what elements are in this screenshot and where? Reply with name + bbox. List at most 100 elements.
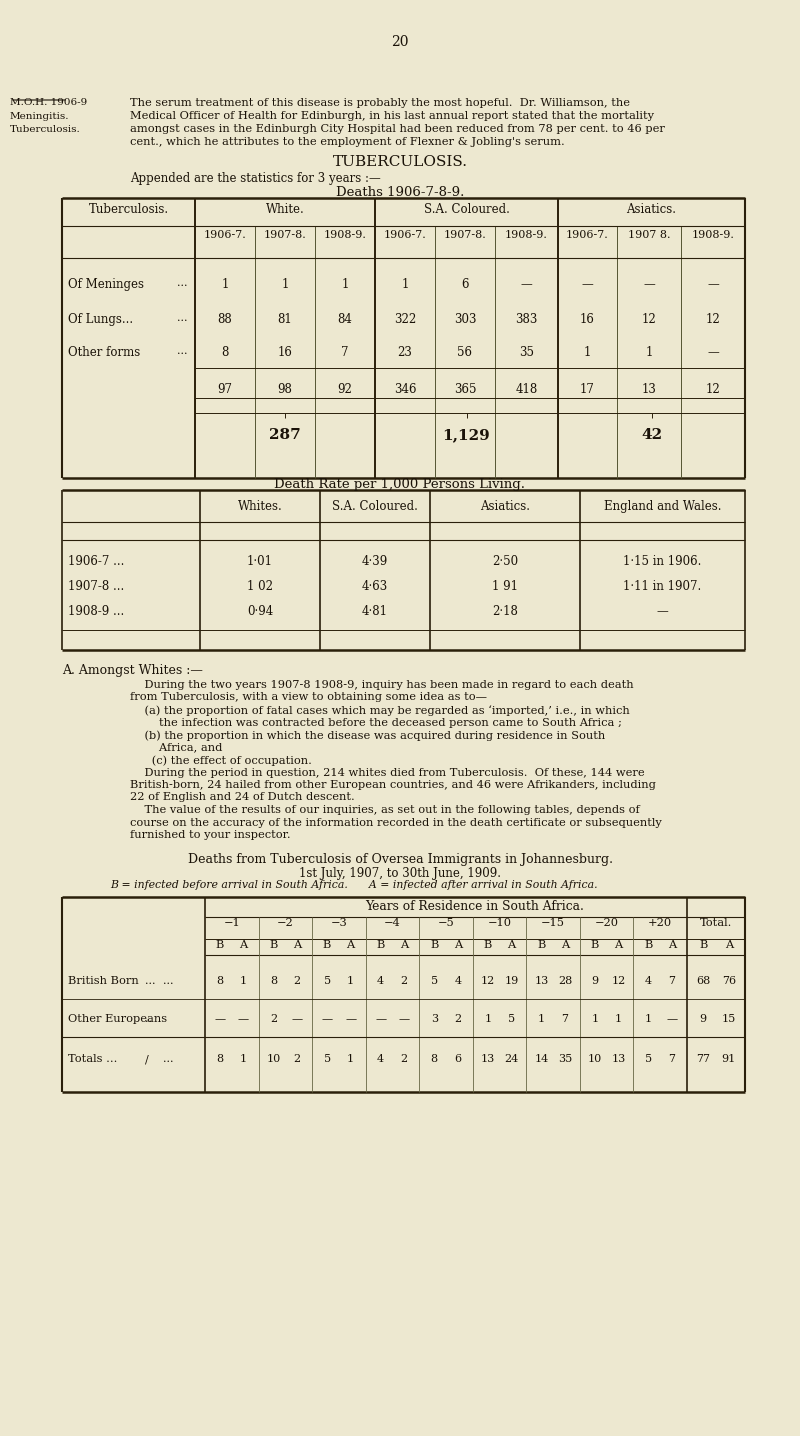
Text: 16: 16 <box>278 346 293 359</box>
Text: A: A <box>668 941 676 951</box>
Text: 92: 92 <box>338 383 353 396</box>
Text: 287: 287 <box>269 428 301 442</box>
Text: 5: 5 <box>645 1054 652 1064</box>
Text: Asiatics.: Asiatics. <box>480 500 530 513</box>
Text: course on the accuracy of the information recorded in the death certificate or s: course on the accuracy of the informatio… <box>130 817 662 827</box>
Text: 2: 2 <box>270 1014 277 1024</box>
Text: —: — <box>521 279 532 292</box>
Text: −5: −5 <box>438 919 454 929</box>
Text: 12: 12 <box>642 313 656 326</box>
Text: +20: +20 <box>648 919 672 929</box>
Text: 1906-7.: 1906-7. <box>566 230 609 240</box>
Text: −3: −3 <box>330 919 347 929</box>
Text: Africa, and: Africa, and <box>130 742 222 752</box>
Text: 2: 2 <box>294 1054 301 1064</box>
Text: ...: ... <box>145 976 155 987</box>
Text: 4: 4 <box>645 976 652 987</box>
Text: 8: 8 <box>217 1054 223 1064</box>
Text: 2: 2 <box>401 1054 408 1064</box>
Text: 1: 1 <box>615 1014 622 1024</box>
Text: A: A <box>725 941 733 951</box>
Text: 1907-8.: 1907-8. <box>264 230 306 240</box>
Text: 1: 1 <box>584 346 591 359</box>
Text: 1: 1 <box>222 279 229 292</box>
Text: —: — <box>666 1014 678 1024</box>
Text: M.O.H. 1906-9: M.O.H. 1906-9 <box>10 98 87 108</box>
Text: 10: 10 <box>266 1054 281 1064</box>
Text: 2·18: 2·18 <box>492 605 518 617</box>
Text: 4·81: 4·81 <box>362 605 388 617</box>
Text: 12: 12 <box>481 976 495 987</box>
Text: Asiatics.: Asiatics. <box>626 202 677 215</box>
Text: 7: 7 <box>669 1054 675 1064</box>
Text: 12: 12 <box>611 976 626 987</box>
Text: 28: 28 <box>558 976 572 987</box>
Text: 418: 418 <box>515 383 538 396</box>
Text: 4·63: 4·63 <box>362 580 388 593</box>
Text: 98: 98 <box>278 383 293 396</box>
Text: 5: 5 <box>323 1054 330 1064</box>
Text: 1: 1 <box>484 1014 491 1024</box>
Text: 1907-8 ...: 1907-8 ... <box>68 580 124 593</box>
Text: /: / <box>145 1054 149 1064</box>
Text: −15: −15 <box>541 919 565 929</box>
Text: During the two years 1907-8 1908-9, inquiry has been made in regard to each deat: During the two years 1907-8 1908-9, inqu… <box>130 681 634 691</box>
Text: 1: 1 <box>347 976 354 987</box>
Text: A: A <box>239 941 248 951</box>
Text: 76: 76 <box>722 976 736 987</box>
Text: −10: −10 <box>487 919 511 929</box>
Text: ...: ... <box>163 976 174 987</box>
Text: —: — <box>238 1014 249 1024</box>
Text: B: B <box>430 941 438 951</box>
Text: 4: 4 <box>377 1054 384 1064</box>
Text: 1: 1 <box>347 1054 354 1064</box>
Text: ...: ... <box>178 346 188 356</box>
Text: 5: 5 <box>508 1014 515 1024</box>
Text: (c) the effect of occupation.: (c) the effect of occupation. <box>130 755 312 765</box>
Text: 13: 13 <box>611 1054 626 1064</box>
Text: 1·11 in 1907.: 1·11 in 1907. <box>623 580 702 593</box>
Text: B: B <box>216 941 224 951</box>
Text: A: A <box>454 941 462 951</box>
Text: Totals ...: Totals ... <box>68 1054 118 1064</box>
Text: −20: −20 <box>594 919 618 929</box>
Text: 35: 35 <box>558 1054 572 1064</box>
Text: −1: −1 <box>223 919 240 929</box>
Text: 88: 88 <box>218 313 232 326</box>
Text: −4: −4 <box>384 919 401 929</box>
Text: 13: 13 <box>534 976 549 987</box>
Text: S.A. Coloured.: S.A. Coloured. <box>332 500 418 513</box>
Text: —: — <box>398 1014 410 1024</box>
Text: 24: 24 <box>504 1054 518 1064</box>
Text: —: — <box>657 605 668 617</box>
Text: TUBERCULOSIS.: TUBERCULOSIS. <box>333 155 467 169</box>
Text: 383: 383 <box>515 313 538 326</box>
Text: 365: 365 <box>454 383 476 396</box>
Text: Deaths from Tuberculosis of Oversea Immigrants in Johannesburg.: Deaths from Tuberculosis of Oversea Immi… <box>187 853 613 866</box>
Text: —: — <box>582 279 594 292</box>
Text: A: A <box>507 941 515 951</box>
Text: 8: 8 <box>270 976 277 987</box>
Text: 1908-9.: 1908-9. <box>691 230 734 240</box>
Text: 20: 20 <box>391 34 409 49</box>
Text: White.: White. <box>266 202 304 215</box>
Text: During the period in question, 214 whites died from Tuberculosis.  Of these, 144: During the period in question, 214 white… <box>130 767 645 777</box>
Text: 1: 1 <box>646 346 653 359</box>
Text: from Tuberculosis, with a view to obtaining some idea as to—: from Tuberculosis, with a view to obtain… <box>130 692 487 702</box>
Text: 6: 6 <box>454 1054 462 1064</box>
Text: 0·94: 0·94 <box>247 605 273 617</box>
Text: 1: 1 <box>538 1014 545 1024</box>
Text: 17: 17 <box>580 383 595 396</box>
Text: 12: 12 <box>706 383 720 396</box>
Text: 4: 4 <box>377 976 384 987</box>
Text: 81: 81 <box>278 313 292 326</box>
Text: 303: 303 <box>454 313 476 326</box>
Text: British-born, 24 hailed from other European countries, and 46 were Afrikanders, : British-born, 24 hailed from other Europ… <box>130 780 656 790</box>
Text: Other forms: Other forms <box>68 346 140 359</box>
Text: ...: ... <box>178 313 188 323</box>
Text: S.A. Coloured.: S.A. Coloured. <box>423 202 510 215</box>
Text: 19: 19 <box>504 976 518 987</box>
Text: 1908-9 ...: 1908-9 ... <box>68 605 124 617</box>
Text: A: A <box>561 941 569 951</box>
Text: A: A <box>346 941 354 951</box>
